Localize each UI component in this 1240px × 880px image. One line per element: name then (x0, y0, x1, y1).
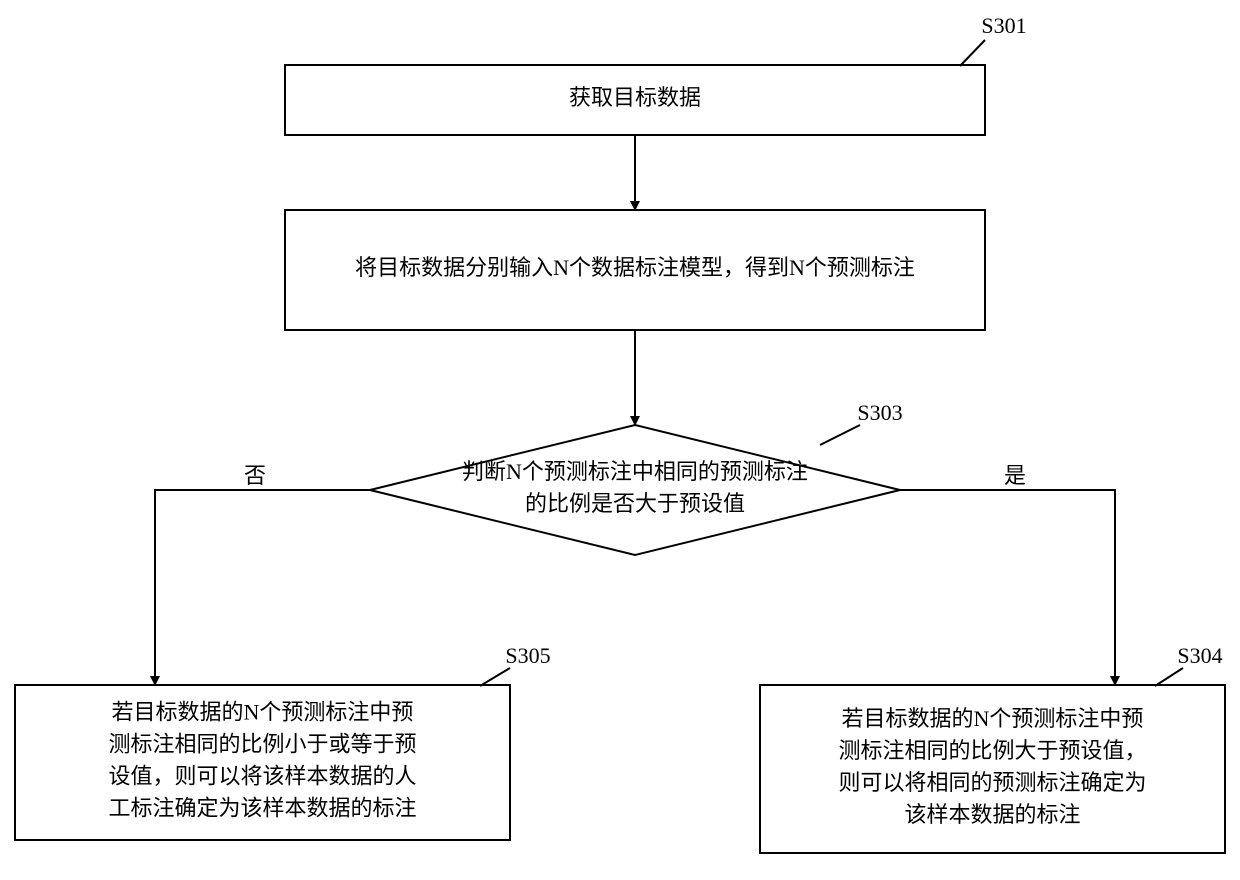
node-text-line: 若目标数据的N个预测标注中预 (842, 706, 1144, 731)
decision-yes-label: 是 (1004, 463, 1026, 488)
node-s301: 获取目标数据 S301 (285, 13, 1027, 135)
node-s302: 将目标数据分别输入N个数据标注模型，得到N个预测标注 (285, 210, 985, 330)
node-text-line: 工标注确定为该样本数据的标注 (108, 795, 416, 820)
node-s305: 若目标数据的N个预测标注中预测标注相同的比例小于或等于预设值，则可以将该样本数据… (15, 643, 551, 840)
decision-no-label: 否 (244, 463, 266, 488)
step-label: S303 (857, 400, 902, 425)
node-text-line: 该样本数据的标注 (904, 802, 1080, 827)
step-label-leader (820, 425, 860, 445)
node-text-line: 获取目标数据 (569, 85, 701, 110)
step-label: S301 (981, 13, 1026, 38)
node-text-line: 设值，则可以将该样本数据的人 (108, 763, 416, 788)
node-text-line: 测标注相同的比例大于预设值， (838, 738, 1146, 763)
node-text-line: 的比例是否大于预设值 (525, 491, 745, 516)
node-s304: 若目标数据的N个预测标注中预测标注相同的比例大于预设值， 则可以将相同的预测标注确… (760, 643, 1225, 853)
node-text-line: 则可以将相同的预测标注确定为 (838, 770, 1146, 795)
step-label: S304 (1177, 643, 1222, 668)
step-label: S305 (505, 643, 550, 668)
step-label-leader (960, 40, 985, 66)
step-label-leader (1155, 668, 1183, 686)
node-text-line: 若目标数据的N个预测标注中预 (112, 700, 414, 725)
edge-s303_left-s305_top (155, 490, 370, 685)
node-text-line: 测标注相同的比例小于或等于预 (108, 732, 416, 757)
node-text-line: 判断N个预测标注中相同的预测标注 (462, 459, 808, 484)
step-label-leader (480, 668, 510, 686)
edge-s303_right-s304_top (900, 490, 1115, 685)
node-text-line: 将目标数据分别输入N个数据标注模型，得到N个预测标注 (355, 255, 915, 280)
